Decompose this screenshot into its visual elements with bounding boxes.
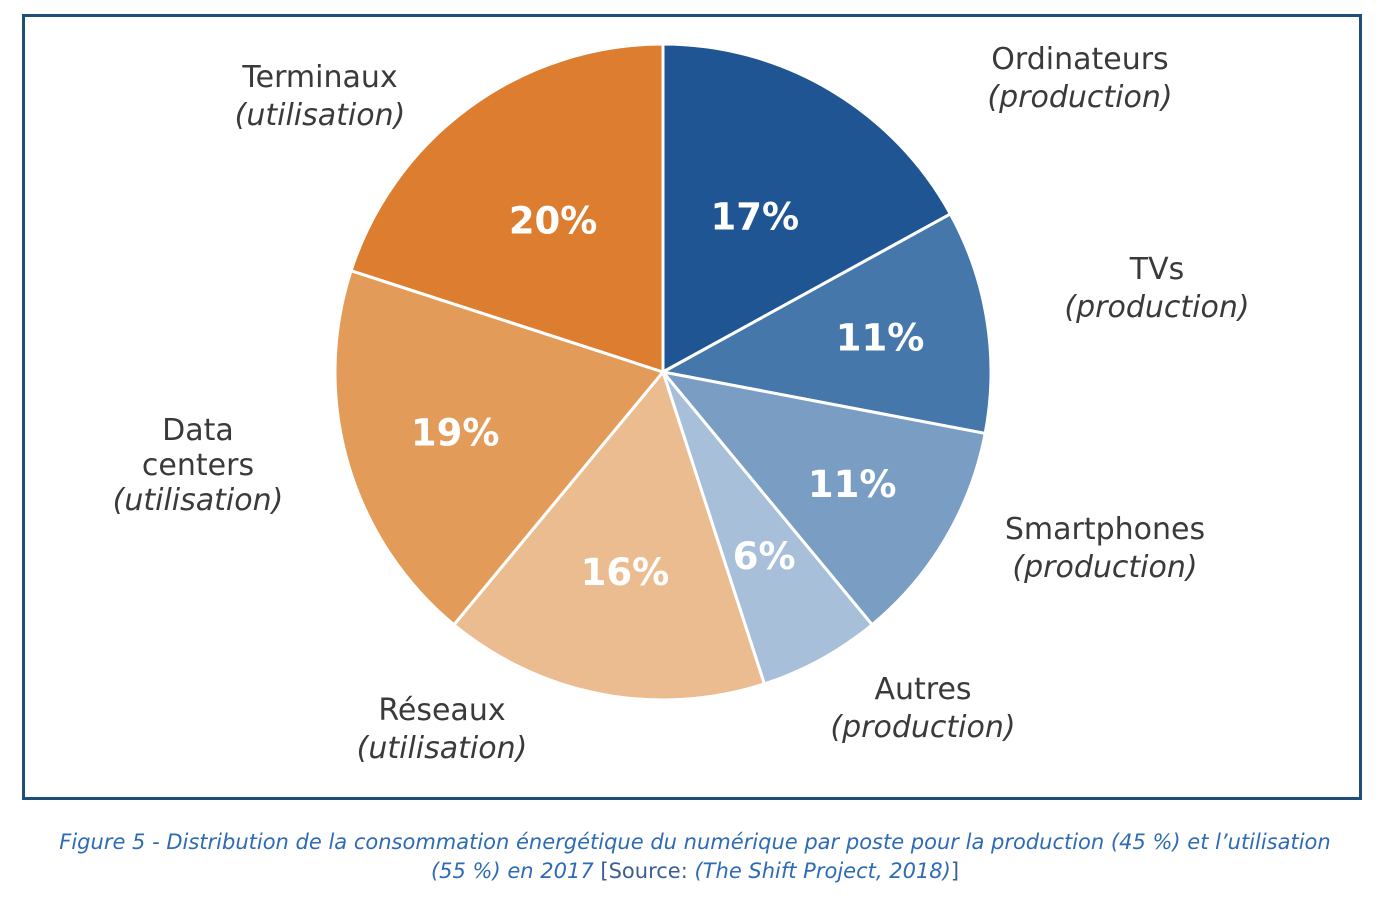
pct-label-autres: 6% [733,535,796,578]
label-ordinateurs: Ordinateurs [991,42,1168,77]
pct-label-terminaux: 20% [509,200,598,243]
pie-slice-ordinateurs [661,42,953,375]
pct-label-smartphones: 11% [808,463,897,506]
label-data-centers-sub: (utilisation) [113,483,284,518]
pie-slice-smartphones [659,369,987,627]
label-smartphones: Smartphones [1005,512,1205,547]
label-reseaux: Réseaux [378,693,505,728]
pct-label-data-centers: 19% [411,411,500,454]
label-tvs: TVs [1129,252,1184,287]
figure-caption: Figure 5 - Distribution de la consommati… [0,828,1390,886]
pct-label-ordinateurs: 17% [711,196,800,239]
label-autres: Autres [874,672,971,707]
pct-label-r-seaux: 16% [581,551,670,594]
pie-slice-data-centers [333,268,666,627]
caption-line-2: (55 %) en 2017 [Source: (The Shift Proje… [0,857,1390,886]
pie-slice-tvs [658,211,993,436]
label-autres-sub: (production) [830,710,1015,745]
label-terminaux-sub: (utilisation) [235,98,406,133]
caption-main: Figure 5 - Distribution de la consommati… [59,830,1331,854]
caption-year: (55 %) en 2017 [430,859,594,883]
label-data-centers: Data centers [142,413,254,483]
pie-slice-terminaux [349,42,665,375]
label-smartphones-sub: (production) [1012,550,1197,585]
pie-chart: 17% 11% 11% 6% 16% 19% 20% Ordinateurs (produc… [113,42,1250,766]
caption-line-1: Figure 5 - Distribution de la consommati… [0,828,1390,857]
label-reseaux-sub: (utilisation) [357,731,528,766]
caption-source-suffix: ] [950,859,960,883]
label-terminaux: Terminaux [241,60,397,95]
label-tvs-sub: (production) [1064,290,1249,325]
label-ordinateurs-sub: (production) [987,80,1172,115]
pie-slice-autres [661,371,875,686]
pct-label-tvs: 11% [836,317,925,360]
figure-frame: 17% 11% 11% 6% 16% 19% 20% Ordinateurs (produc… [22,14,1362,800]
pie-slice-r-seaux [451,368,767,702]
caption-source: (The Shift Project, 2018) [694,859,951,883]
caption-source-prefix: [Source: [600,859,688,883]
